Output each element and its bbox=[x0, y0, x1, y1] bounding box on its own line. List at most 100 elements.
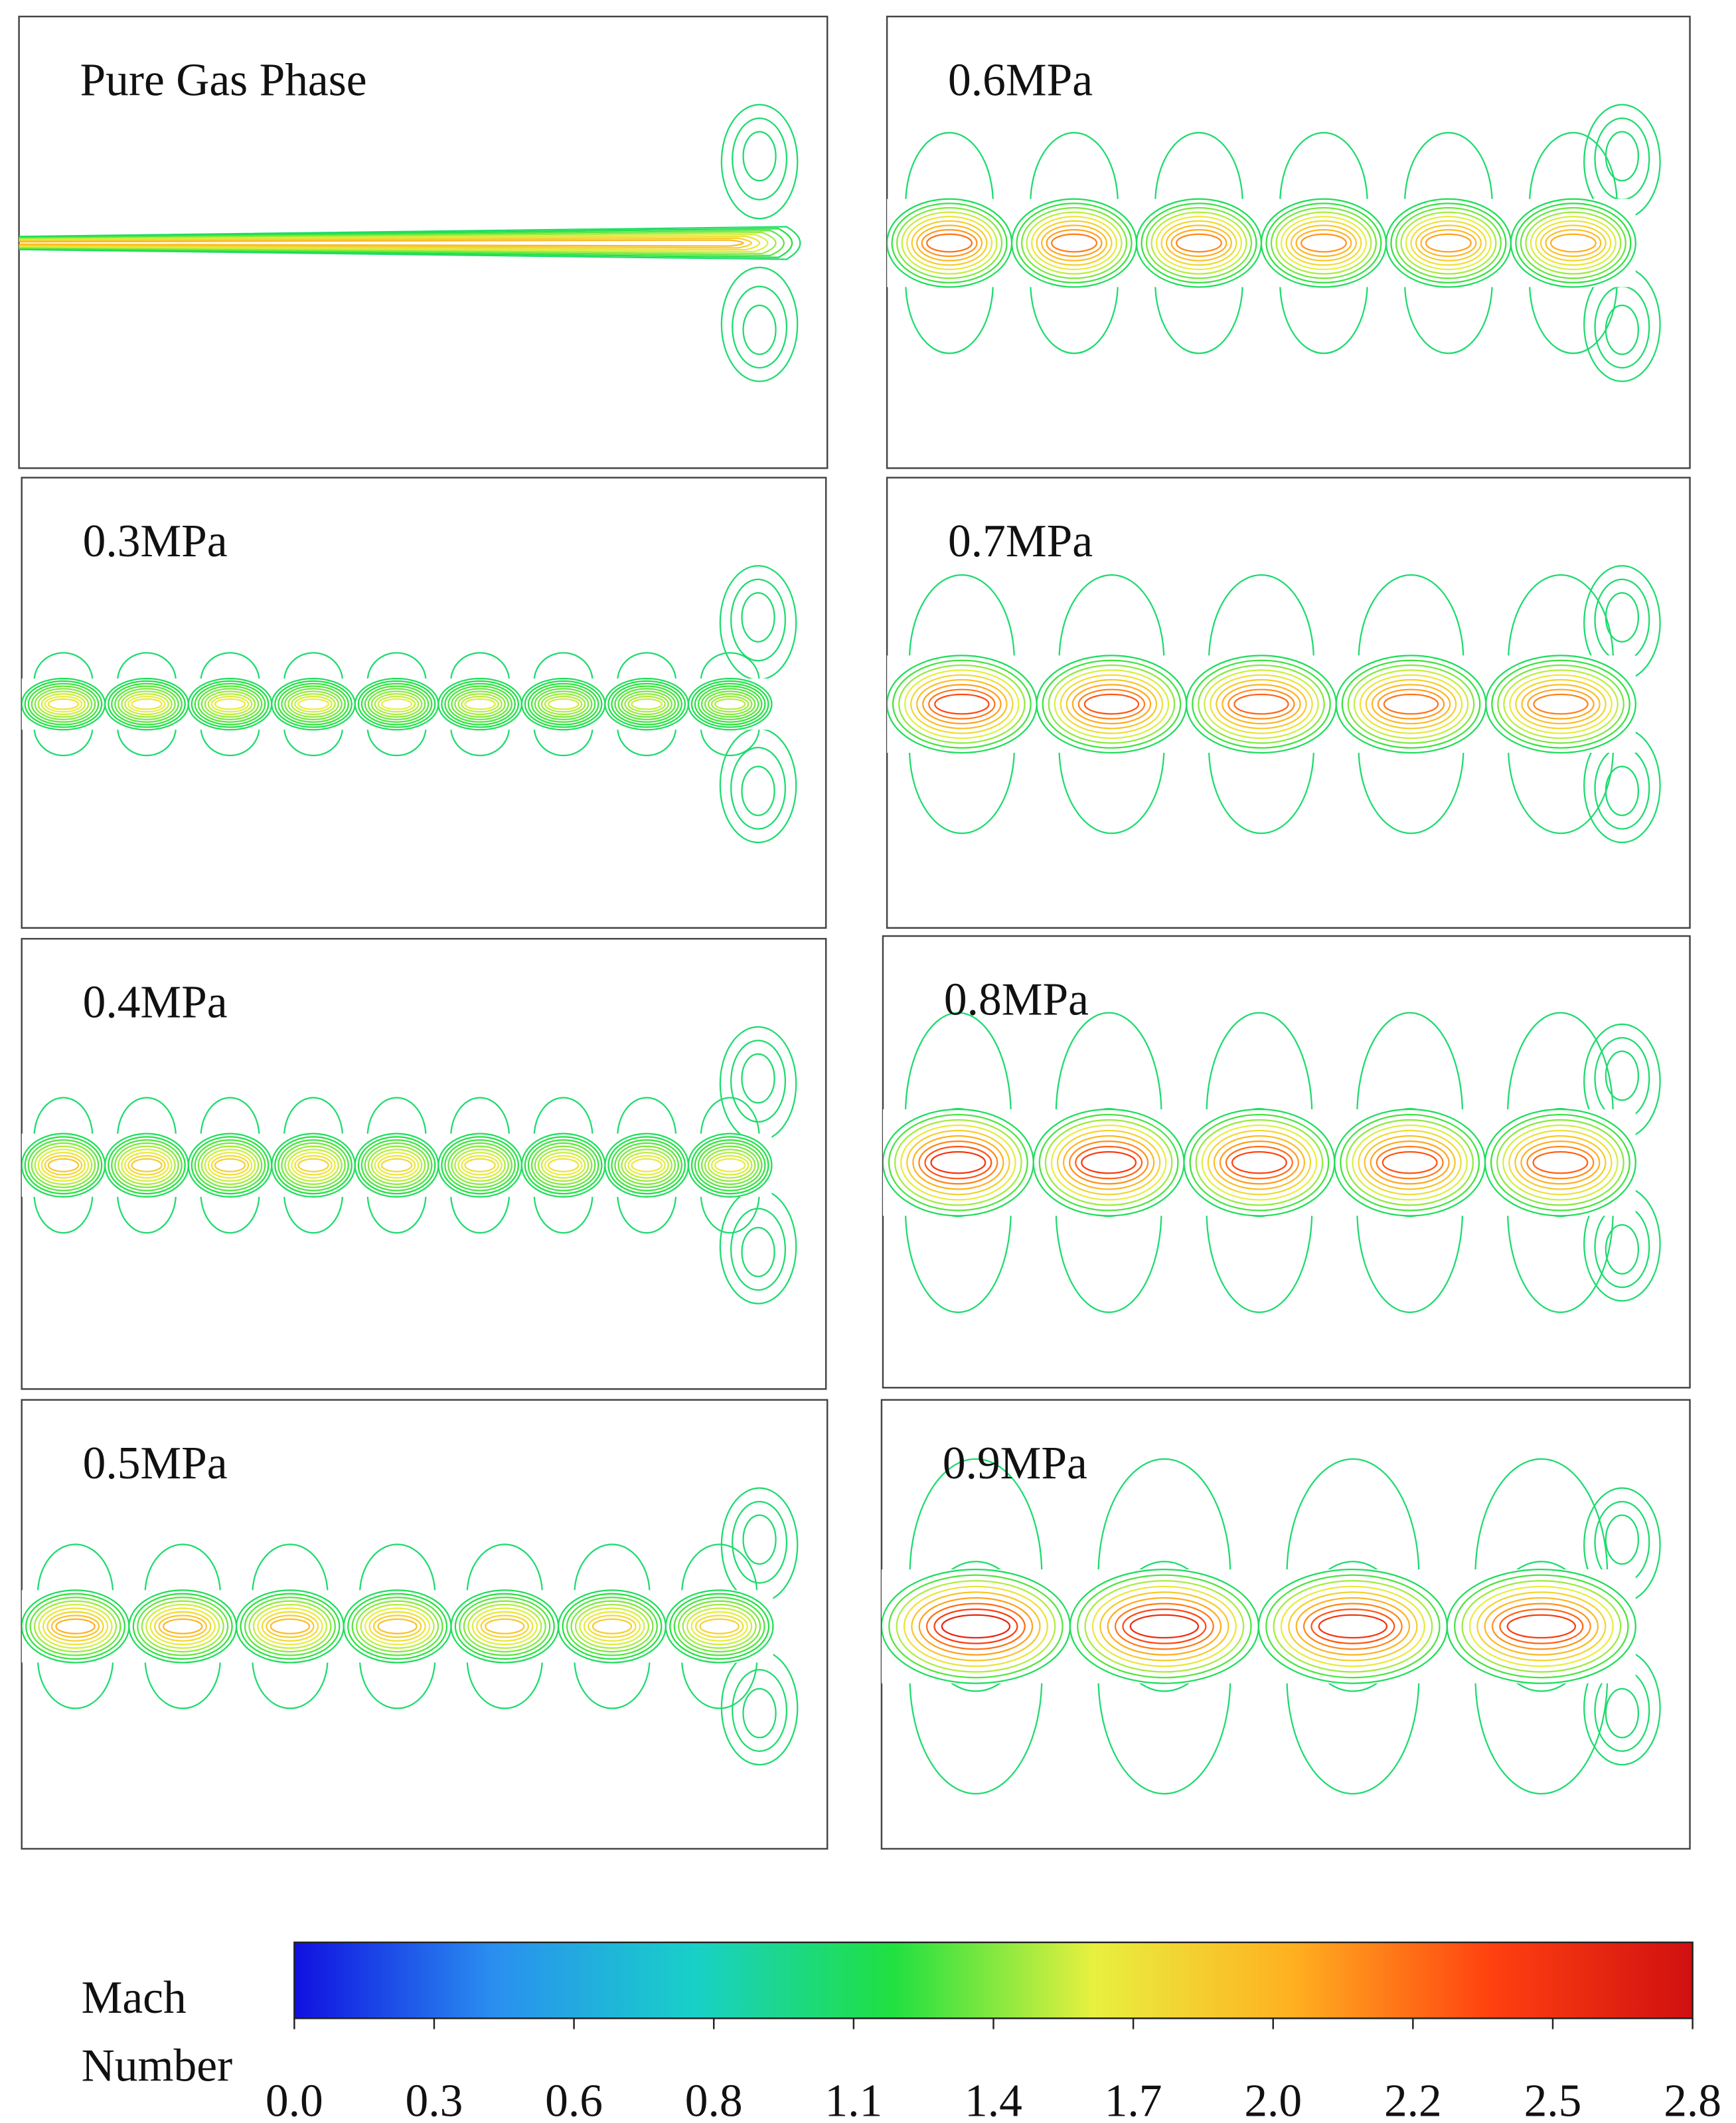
contour bbox=[454, 690, 506, 718]
contour bbox=[614, 1142, 679, 1188]
tick-label: 2.5 bbox=[1524, 2075, 1582, 2123]
contour bbox=[673, 1597, 765, 1656]
contour bbox=[617, 688, 676, 720]
contour bbox=[277, 1139, 349, 1192]
contour bbox=[377, 1618, 418, 1634]
contour bbox=[1081, 1151, 1137, 1174]
contour bbox=[1605, 1224, 1640, 1275]
contour bbox=[476, 1611, 534, 1642]
contour bbox=[191, 1136, 270, 1195]
contour bbox=[1549, 233, 1597, 253]
contour bbox=[1044, 1119, 1173, 1206]
contour bbox=[570, 1600, 654, 1653]
contour bbox=[1446, 1568, 1636, 1684]
contour bbox=[40, 1152, 86, 1179]
panel-label: 0.3MPa bbox=[83, 516, 228, 567]
contour bbox=[27, 682, 100, 726]
contour bbox=[607, 1136, 686, 1195]
contour bbox=[463, 1600, 546, 1653]
contour bbox=[210, 1154, 250, 1176]
contour bbox=[444, 682, 516, 726]
contour bbox=[367, 1145, 426, 1185]
contour bbox=[916, 224, 983, 262]
tick-label: 1.1 bbox=[825, 2075, 882, 2123]
contour bbox=[274, 1136, 353, 1195]
contour bbox=[240, 1593, 341, 1660]
contour bbox=[214, 1158, 246, 1172]
contour bbox=[351, 1597, 443, 1656]
contour bbox=[1051, 233, 1097, 253]
contour bbox=[270, 1618, 311, 1634]
contour-plot bbox=[887, 565, 1661, 844]
jet-fill bbox=[1184, 1109, 1335, 1216]
contour bbox=[291, 693, 336, 716]
contour bbox=[732, 1500, 788, 1584]
contour bbox=[1499, 1609, 1584, 1644]
contour bbox=[707, 693, 753, 716]
contour bbox=[31, 1142, 96, 1188]
contour bbox=[370, 1148, 423, 1182]
contour bbox=[524, 680, 603, 728]
contour bbox=[19, 233, 769, 253]
contour bbox=[1265, 202, 1382, 283]
contour bbox=[1219, 1140, 1299, 1185]
contour bbox=[530, 685, 596, 723]
contour-plot bbox=[19, 104, 801, 382]
contour bbox=[19, 237, 752, 249]
contour bbox=[1405, 216, 1492, 271]
contour bbox=[194, 1139, 266, 1192]
contour bbox=[200, 688, 260, 720]
panel-label: 0.6MPa bbox=[948, 54, 1093, 106]
contour bbox=[690, 680, 769, 728]
contour bbox=[1508, 1129, 1613, 1196]
contour bbox=[1352, 1124, 1468, 1201]
contour bbox=[29, 1597, 121, 1656]
contour bbox=[368, 1611, 426, 1642]
contour bbox=[1520, 206, 1626, 279]
contour bbox=[1502, 1124, 1618, 1201]
contour bbox=[730, 578, 787, 662]
contour bbox=[1020, 206, 1128, 279]
contour bbox=[925, 1603, 1026, 1650]
contour bbox=[118, 688, 176, 720]
contour bbox=[357, 680, 436, 728]
contour bbox=[377, 695, 416, 713]
contour bbox=[194, 682, 266, 726]
contour bbox=[607, 680, 686, 728]
contour bbox=[454, 1593, 555, 1660]
contour bbox=[1227, 688, 1295, 720]
contour bbox=[111, 1139, 183, 1192]
contour bbox=[1533, 693, 1589, 715]
contour bbox=[627, 1154, 666, 1176]
contour bbox=[1400, 211, 1497, 275]
contour bbox=[1270, 206, 1378, 279]
contour bbox=[1038, 1113, 1179, 1212]
contour bbox=[118, 1145, 176, 1185]
panel-label: 0.8MPa bbox=[944, 975, 1089, 1026]
panel-label: 0.9MPa bbox=[943, 1438, 1087, 1489]
contour bbox=[894, 1119, 1022, 1206]
contour bbox=[1122, 1609, 1207, 1644]
contour bbox=[547, 1158, 580, 1172]
contour bbox=[287, 1148, 339, 1182]
contour bbox=[131, 698, 163, 710]
contour bbox=[544, 1154, 583, 1176]
contour bbox=[364, 685, 430, 723]
contour bbox=[537, 1148, 590, 1182]
contour bbox=[1083, 693, 1140, 715]
contour bbox=[297, 1158, 329, 1172]
tick-label: 1.7 bbox=[1105, 2075, 1162, 2123]
contour bbox=[124, 1152, 169, 1179]
tick-label: 2.0 bbox=[1244, 2075, 1302, 2123]
panel-label: 0.4MPa bbox=[83, 977, 228, 1028]
contour bbox=[901, 211, 998, 275]
contour bbox=[583, 1611, 641, 1642]
contour bbox=[374, 693, 420, 716]
contour bbox=[1545, 229, 1602, 258]
contour bbox=[1165, 224, 1232, 262]
panel-label: 0.5MPa bbox=[83, 1438, 228, 1489]
contour bbox=[19, 232, 777, 255]
contour bbox=[566, 1597, 658, 1656]
contour bbox=[730, 1040, 787, 1123]
contour bbox=[457, 1152, 503, 1179]
